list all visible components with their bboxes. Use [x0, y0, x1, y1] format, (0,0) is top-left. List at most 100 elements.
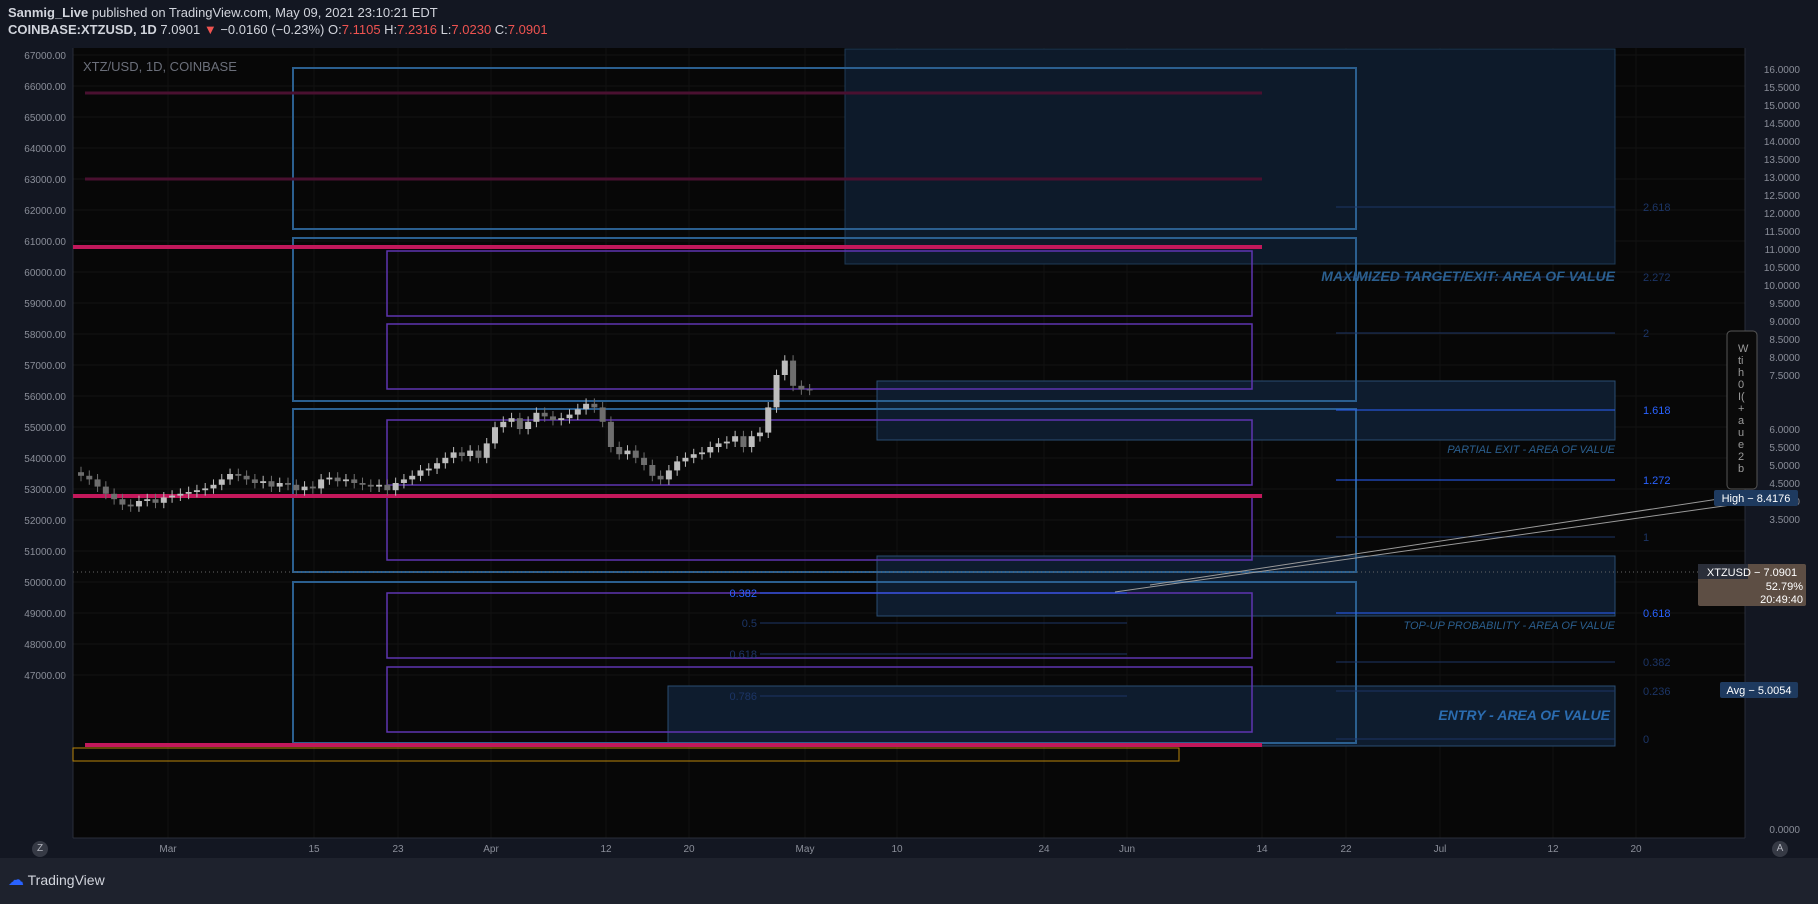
candle-body[interactable] — [492, 427, 498, 444]
candle-body[interactable] — [533, 412, 540, 422]
candle-body[interactable] — [185, 492, 192, 494]
candle-body[interactable] — [756, 432, 763, 437]
publisher-name[interactable]: Sanmig_Live — [8, 5, 89, 20]
candle-body[interactable] — [293, 484, 300, 491]
time-axis[interactable]: Mar 15 23 Apr 12 20 May 10 24 Jun 14 22 Jul 12 20 — [73, 837, 1745, 855]
auto-scale-button[interactable]: A — [1772, 841, 1788, 857]
candle-body[interactable] — [177, 493, 184, 496]
candle-body[interactable] — [326, 477, 333, 480]
candle-body[interactable] — [591, 403, 598, 408]
candle-body[interactable] — [111, 493, 118, 500]
candle-body[interactable] — [169, 495, 176, 498]
candle-body[interactable] — [566, 414, 573, 419]
candle-body[interactable] — [549, 416, 556, 420]
candle-body[interactable] — [384, 484, 391, 491]
candle-body[interactable] — [674, 461, 681, 471]
candle-body[interactable] — [400, 479, 407, 483]
candle-body[interactable] — [624, 450, 631, 455]
candle-body[interactable] — [202, 488, 209, 491]
candle-body[interactable] — [781, 360, 788, 375]
candle-body[interactable] — [665, 470, 672, 480]
candle-body[interactable] — [765, 407, 772, 433]
candle-body[interactable] — [301, 486, 308, 491]
candle-body[interactable] — [583, 403, 590, 410]
candle-body[interactable] — [434, 463, 441, 469]
candle-body[interactable] — [500, 421, 507, 428]
candle-body[interactable] — [475, 450, 482, 458]
candle-body[interactable] — [690, 454, 697, 458]
candle-body[interactable] — [376, 484, 383, 487]
candle-body[interactable] — [409, 475, 416, 480]
candle-body[interactable] — [558, 418, 565, 420]
candle-body[interactable] — [152, 499, 159, 503]
candle-body[interactable] — [359, 483, 366, 485]
note-box[interactable] — [1726, 330, 1758, 490]
candle-body[interactable] — [649, 465, 656, 476]
candle-body[interactable] — [309, 486, 316, 489]
candle-body[interactable] — [458, 452, 465, 456]
candle-body[interactable] — [318, 479, 325, 489]
candle-body[interactable] — [218, 479, 225, 485]
candle-body[interactable] — [574, 409, 581, 415]
orange-range-box[interactable] — [72, 747, 1180, 762]
candle-body[interactable] — [425, 468, 432, 471]
candle-body[interactable] — [450, 452, 457, 458]
candle-body[interactable] — [707, 447, 714, 453]
purple-box-2[interactable] — [386, 323, 1253, 390]
candle-body[interactable] — [682, 457, 689, 462]
candle-body[interactable] — [616, 447, 623, 455]
candle-body[interactable] — [276, 483, 283, 487]
candle-body[interactable] — [607, 421, 614, 447]
candle-body[interactable] — [723, 441, 730, 444]
candle-body[interactable] — [541, 412, 548, 417]
candle-body[interactable] — [467, 450, 474, 456]
candle-body[interactable] — [516, 418, 523, 429]
candle-body[interactable] — [740, 436, 747, 447]
candle-body[interactable] — [508, 418, 515, 422]
candle-body[interactable] — [442, 457, 449, 464]
fib-retracement-left[interactable]: 0.382 0.5 0.618 0.786 — [729, 588, 1127, 703]
candle-body[interactable] — [392, 483, 399, 491]
candle-body[interactable] — [798, 385, 805, 390]
candle-body[interactable] — [748, 436, 755, 447]
purple-box-6[interactable] — [386, 666, 1253, 733]
tradingview-brand[interactable]: ☁ TradingView — [8, 870, 105, 890]
candle-body[interactable] — [790, 360, 797, 386]
trend-line-1[interactable] — [1114, 502, 1746, 593]
candle-body[interactable] — [251, 479, 258, 483]
candle-body[interactable] — [135, 501, 142, 507]
candle-body[interactable] — [235, 474, 242, 476]
fib-extension-right[interactable]: 2.618 2.272 2 1.618 1.272 1 0.618 0.382 0.236 0 — [1336, 202, 1671, 746]
candle-body[interactable] — [525, 421, 532, 429]
blue-box-1[interactable] — [292, 67, 1357, 230]
trend-line-2[interactable] — [1149, 494, 1746, 586]
candle-body[interactable] — [732, 436, 739, 442]
candle-body[interactable] — [641, 457, 648, 465]
candle-body[interactable] — [119, 499, 126, 505]
candle-body[interactable] — [193, 490, 200, 492]
candle-body[interactable] — [342, 479, 349, 482]
candle-body[interactable] — [268, 481, 275, 487]
candle-body[interactable] — [351, 479, 358, 483]
candle-body[interactable] — [160, 497, 167, 503]
candle-body[interactable] — [78, 472, 84, 476]
candle-body[interactable] — [210, 484, 217, 489]
candle-body[interactable] — [806, 389, 813, 391]
candle-body[interactable] — [483, 443, 490, 458]
candle-body[interactable] — [260, 481, 267, 483]
candle-body[interactable] — [334, 477, 341, 482]
blue-box-2[interactable] — [292, 237, 1357, 402]
symbol-label[interactable]: COINBASE:XTZUSD, 1D — [8, 22, 157, 37]
blue-box-3[interactable] — [292, 408, 1357, 573]
left-price-axis[interactable]: 67000.00 66000.00 65000.00 64000.00 63000.00… — [24, 48, 74, 838]
candle-body[interactable] — [715, 443, 722, 447]
candle-body[interactable] — [227, 474, 234, 480]
candles[interactable] — [78, 355, 813, 512]
candle-body[interactable] — [657, 475, 664, 480]
price-chart[interactable]: 67000.00 66000.00 65000.00 64000.00 63000.00… — [0, 48, 1818, 858]
purple-box-1[interactable] — [386, 250, 1253, 317]
candle-body[interactable] — [599, 407, 606, 422]
candle-body[interactable] — [94, 479, 101, 487]
candle-body[interactable] — [773, 375, 780, 408]
candle-body[interactable] — [285, 483, 291, 485]
